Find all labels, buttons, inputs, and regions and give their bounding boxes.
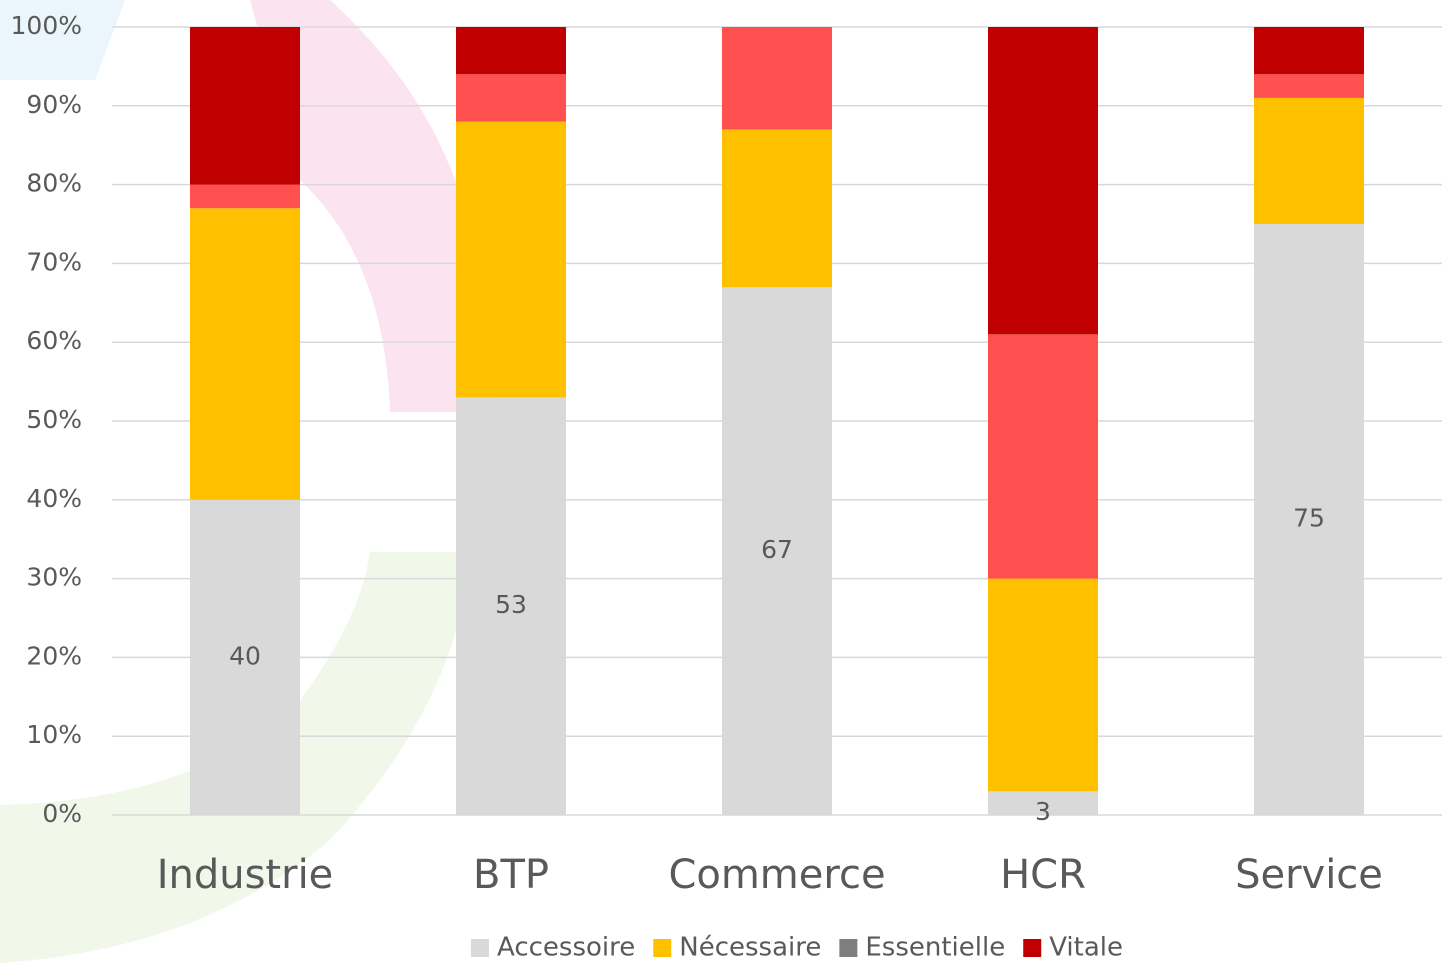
bar-segment xyxy=(190,27,300,185)
decor-blue xyxy=(0,0,125,80)
bar-segment xyxy=(1254,97,1364,224)
bar-segment xyxy=(988,578,1098,792)
y-tick-label: 80% xyxy=(26,169,82,198)
legend-swatch xyxy=(470,939,489,957)
x-tick-label: Service xyxy=(1235,852,1383,898)
bar-segment xyxy=(190,499,300,815)
legend-label: Nécessaire xyxy=(679,933,821,963)
bar-segment xyxy=(722,27,832,130)
data-label: 3 xyxy=(1035,797,1051,826)
bar-segment xyxy=(988,334,1098,579)
y-tick-label: 20% xyxy=(26,641,82,670)
bar-segment xyxy=(988,791,1098,815)
bar-segment xyxy=(722,287,832,815)
y-tick-label: 100% xyxy=(11,11,82,40)
bar-segment xyxy=(456,121,566,398)
bar-segment xyxy=(190,184,300,209)
legend-label: Essentielle xyxy=(865,933,1005,963)
y-tick-label: 30% xyxy=(26,563,82,592)
x-tick-label: BTP xyxy=(473,852,549,898)
bar-segment xyxy=(456,397,566,815)
bar-segment xyxy=(456,74,566,122)
y-tick-label: 70% xyxy=(26,247,82,276)
x-tick-label: Commerce xyxy=(668,852,885,898)
data-label: 53 xyxy=(495,590,527,619)
data-label: 67 xyxy=(761,535,793,564)
bar-segment xyxy=(722,129,832,288)
x-tick-label: Industrie xyxy=(157,852,334,898)
bar-segment xyxy=(1254,74,1364,98)
bar-segment xyxy=(988,27,1098,335)
legend-swatch xyxy=(839,939,858,957)
y-tick-label: 40% xyxy=(26,484,82,513)
data-label: 75 xyxy=(1293,504,1325,533)
legend-label: Vitale xyxy=(1049,933,1123,963)
x-tick-label: HCR xyxy=(1000,852,1086,898)
y-tick-label: 60% xyxy=(26,326,82,355)
legend-swatch xyxy=(1023,939,1042,957)
y-tick-label: 90% xyxy=(26,90,82,119)
legend-label: Accessoire xyxy=(497,933,635,963)
decor-pink xyxy=(250,0,500,412)
bar-segment xyxy=(1254,27,1364,75)
bar-segment xyxy=(456,27,566,75)
data-label: 40 xyxy=(229,641,261,670)
y-tick-label: 50% xyxy=(26,405,82,434)
bar-segment xyxy=(1254,224,1364,815)
legend-swatch xyxy=(653,939,672,957)
bar-segment xyxy=(190,208,300,500)
y-tick-label: 0% xyxy=(42,799,82,828)
y-tick-label: 10% xyxy=(26,720,82,749)
